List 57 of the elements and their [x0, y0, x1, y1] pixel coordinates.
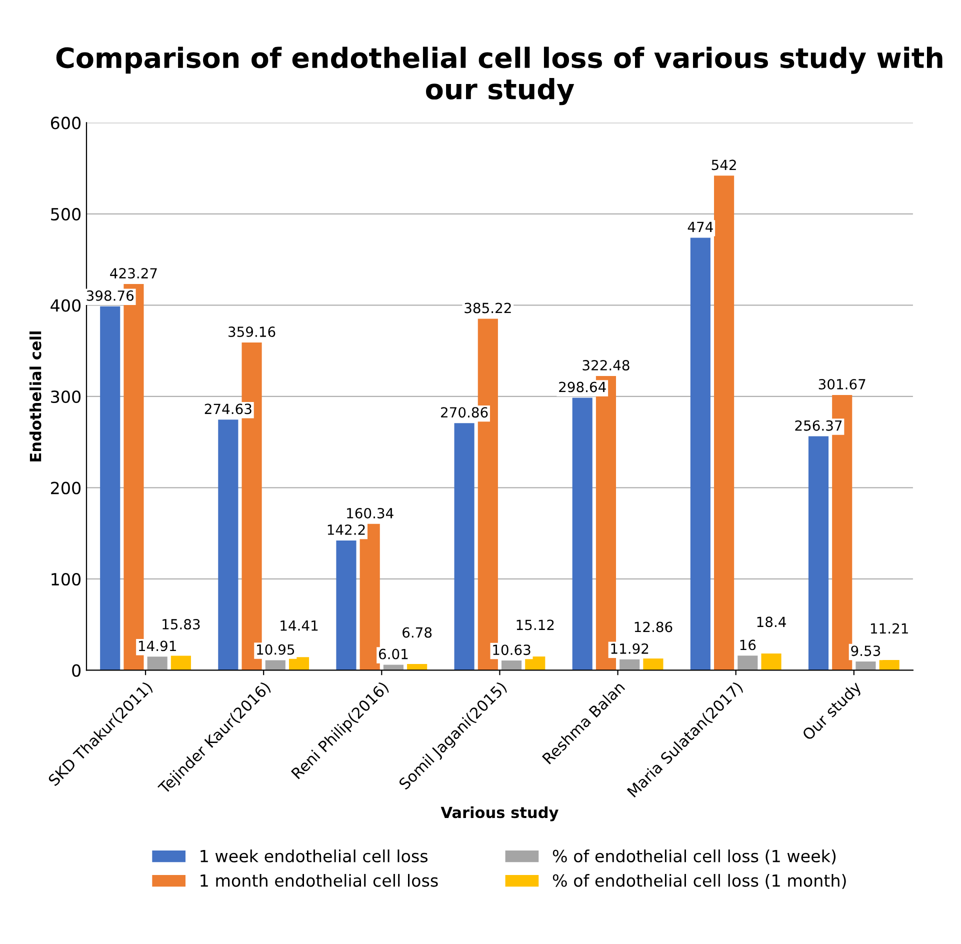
data-label: 423.27 — [110, 268, 157, 279]
data-label: 256.37 — [795, 420, 842, 431]
data-label: 14.41 — [280, 620, 318, 631]
data-label: 274.63 — [204, 404, 252, 414]
bar — [879, 660, 900, 670]
y-tick-label: 500 — [51, 208, 81, 221]
data-label: 298.64 — [559, 382, 606, 392]
data-label: 10.95 — [257, 644, 294, 655]
data-label: 359.16 — [228, 326, 276, 338]
x-axis-title: Various study — [440, 806, 558, 822]
legend-label: 1 month endothelial cell loss — [200, 874, 438, 887]
bar — [454, 423, 474, 670]
data-label: 9.53 — [851, 646, 880, 656]
data-label: 385.22 — [464, 302, 511, 314]
data-label: 18.4 — [757, 616, 786, 628]
bar — [856, 662, 876, 670]
data-label: 322.48 — [582, 360, 630, 370]
data-label: 301.67 — [818, 378, 866, 390]
data-label: 12.86 — [634, 622, 672, 632]
bar — [170, 656, 191, 670]
legend-label: 1 week endothelial cell loss — [200, 849, 428, 862]
data-label: 160.34 — [347, 508, 394, 518]
chart-title: Comparison of endothelial cell loss of various study with our study — [56, 46, 942, 106]
bar — [714, 176, 734, 670]
y-axis-title: Endothelial cell — [29, 332, 42, 462]
data-label: 14.91 — [138, 640, 176, 652]
bar — [761, 653, 782, 670]
bar — [738, 656, 758, 670]
bar — [643, 658, 664, 670]
legend-label: % of endothelial cell loss (1 month) — [552, 874, 846, 889]
y-tick-label: 300 — [51, 390, 81, 404]
bar — [218, 420, 238, 670]
data-label: 270.86 — [441, 407, 488, 418]
bar — [690, 238, 710, 670]
data-label: 6.78 — [402, 627, 432, 638]
data-label: 11.21 — [870, 623, 908, 634]
data-label: 15.83 — [162, 618, 200, 630]
bar — [336, 540, 356, 670]
data-label: 398.76 — [86, 290, 134, 301]
y-tick-label: 0 — [72, 664, 81, 677]
data-label: 542 — [712, 160, 736, 170]
data-label: 15.12 — [516, 620, 554, 630]
data-label: 10.63 — [493, 644, 530, 656]
data-label: 16 — [740, 640, 756, 650]
bar — [808, 436, 829, 670]
bar — [620, 659, 640, 670]
data-label: 6.01 — [378, 648, 408, 660]
y-tick-label: 600 — [50, 116, 81, 130]
bar — [501, 660, 522, 670]
data-label: 142.2 — [328, 524, 365, 535]
bar — [147, 656, 168, 670]
y-tick-label: 100 — [52, 572, 81, 586]
data-label: 474 — [688, 222, 713, 232]
y-tick-label: 400 — [50, 299, 81, 312]
data-label: 11.92 — [611, 643, 648, 654]
legend-label: % of endothelial cell loss (1 week) — [552, 849, 836, 864]
y-tick-label: 200 — [51, 482, 81, 494]
